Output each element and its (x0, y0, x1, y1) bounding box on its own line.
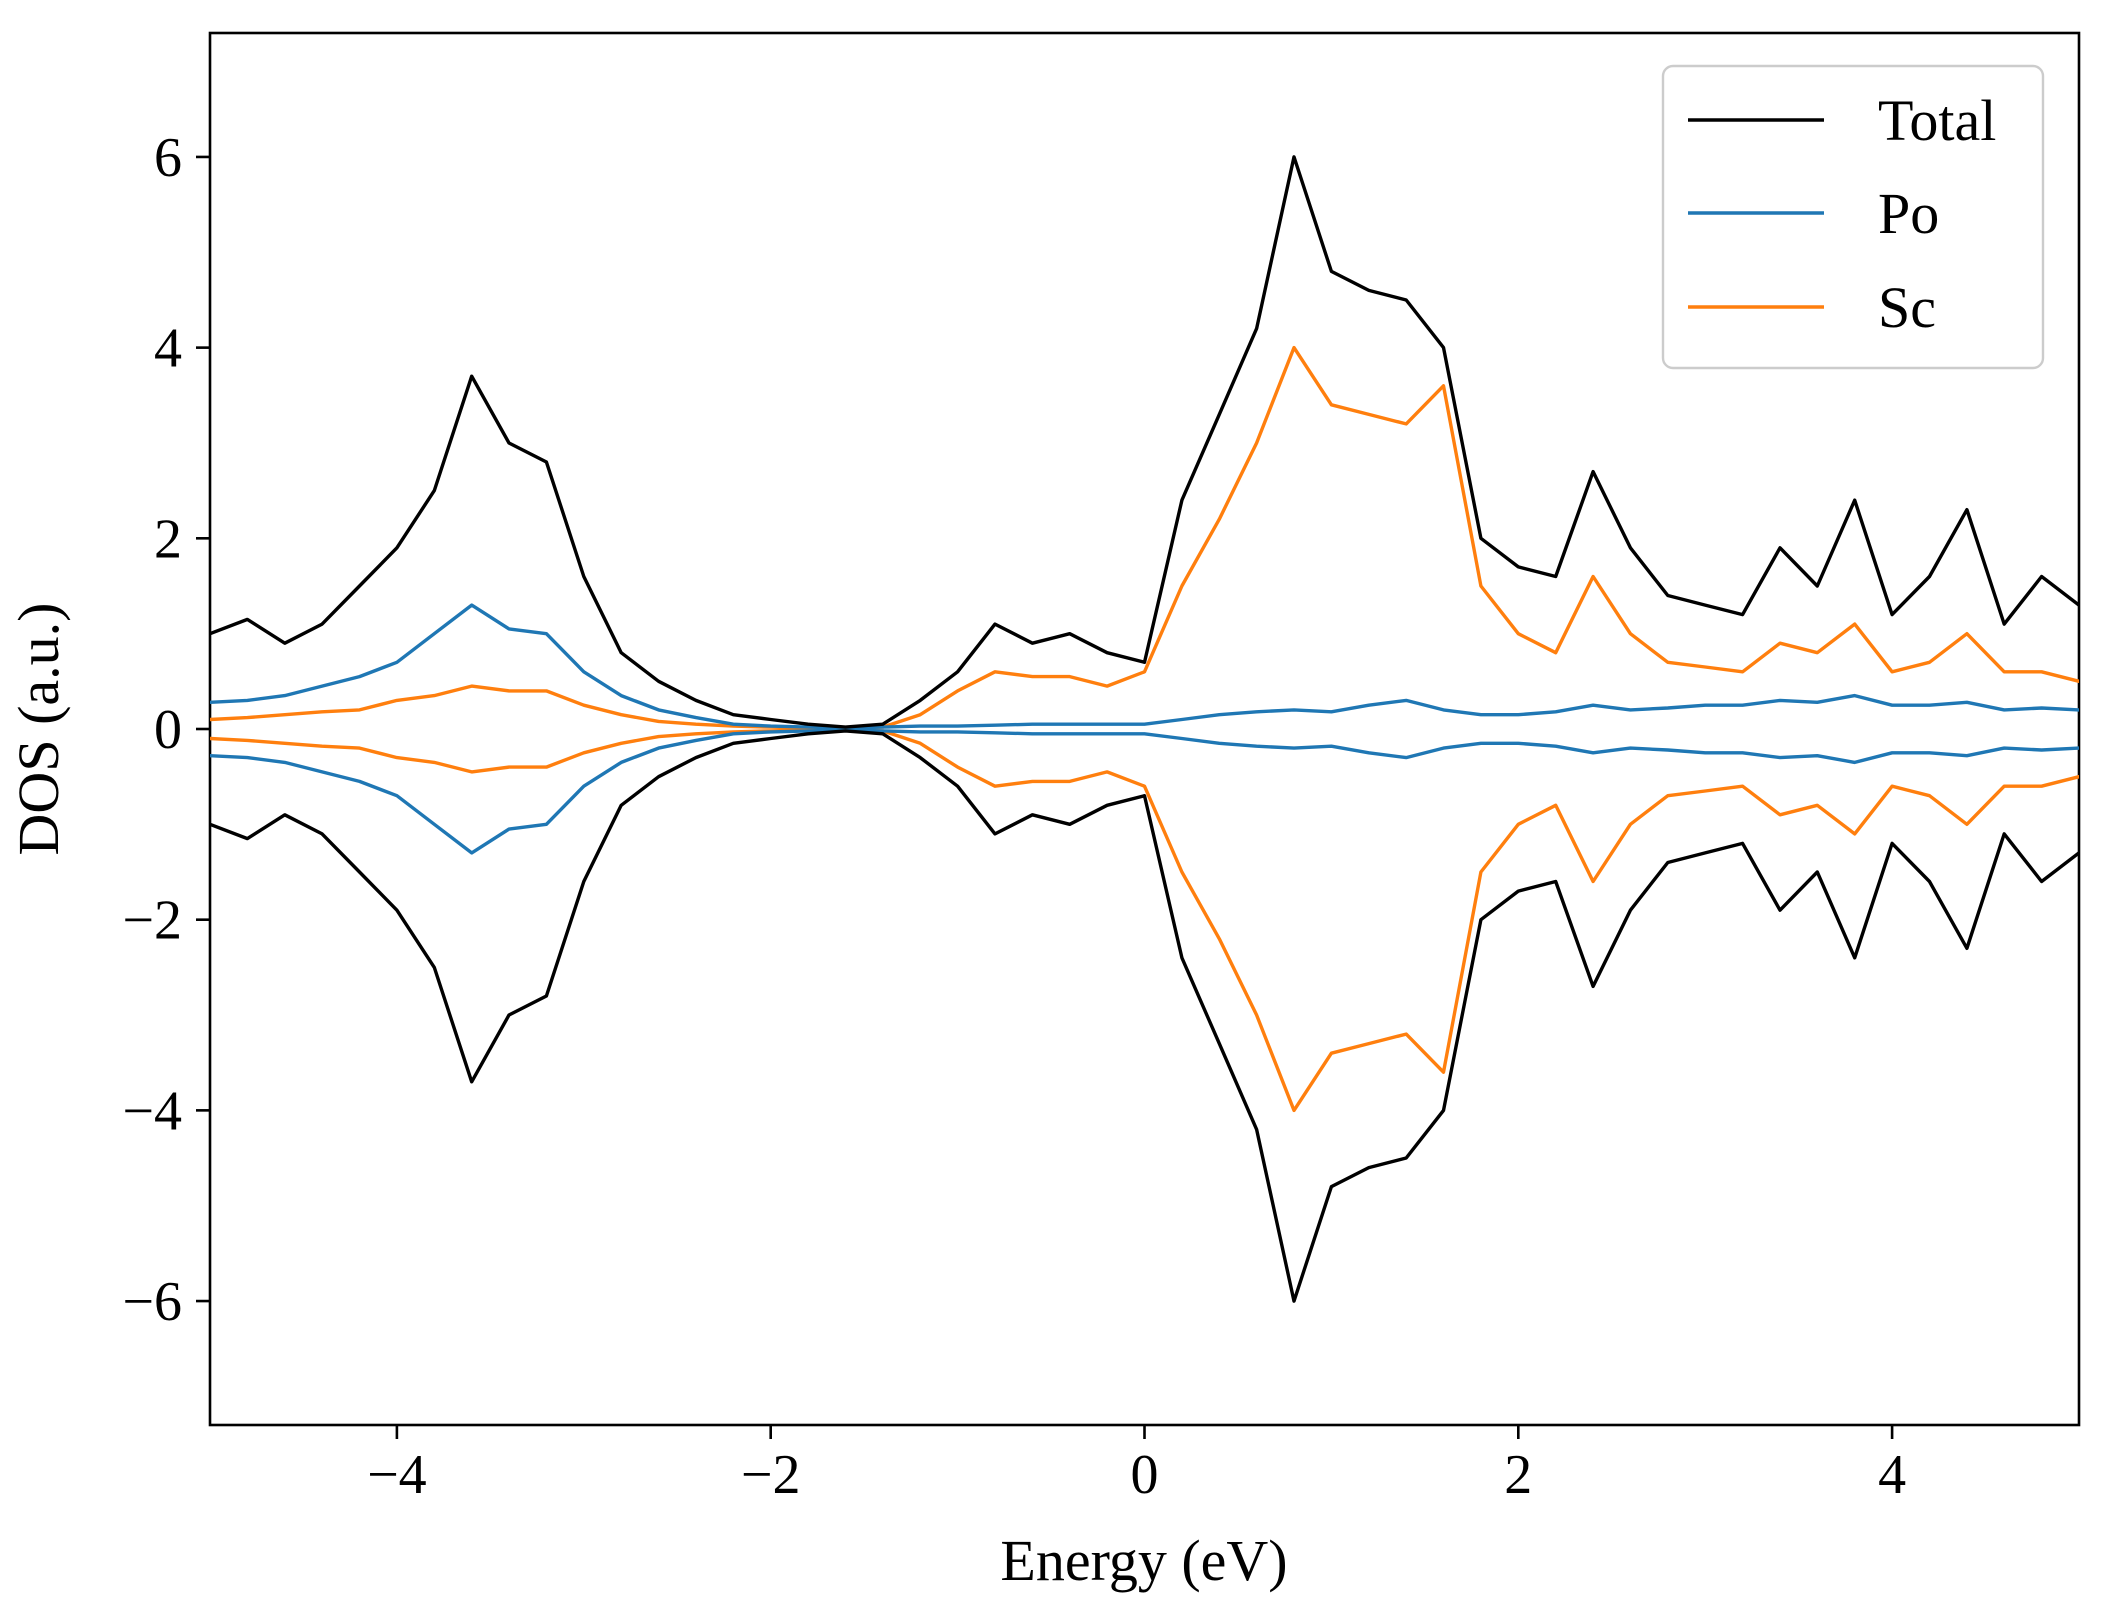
y-axis-title: DOS (a.u.) (6, 603, 71, 856)
y-tick-label: 0 (154, 699, 182, 761)
y-tick-label: 2 (154, 508, 182, 570)
y-tick-label: −6 (122, 1271, 182, 1333)
y-tick-label: 4 (154, 318, 182, 380)
series-line-total-down (210, 729, 2079, 1303)
x-axis-title: Energy (eV) (1000, 1528, 1287, 1593)
legend-label-sc: Sc (1878, 275, 1936, 340)
y-tick-label: −4 (122, 1080, 182, 1142)
series-line-sc-up (210, 345, 2079, 730)
series-line-sc-down (210, 728, 2079, 1113)
x-axis-ticks: −4 −2 0 2 4 (367, 1425, 1906, 1506)
series-line-total-up (210, 155, 2079, 729)
x-tick-label: 2 (1504, 1444, 1532, 1506)
x-tick-label: 0 (1131, 1444, 1159, 1506)
y-axis-ticks: −6 −4 −2 0 2 4 6 (122, 127, 210, 1333)
x-tick-label: −2 (741, 1444, 801, 1506)
series-line-po-down (210, 728, 2079, 855)
legend-box (1661, 64, 2045, 370)
y-tick-label: 6 (154, 127, 182, 189)
x-tick-label: 4 (1878, 1444, 1906, 1506)
legend: Total Po Sc (1661, 64, 2045, 370)
x-tick-label: −4 (367, 1444, 427, 1506)
series-group (210, 155, 2079, 1303)
legend-label-po: Po (1878, 181, 1939, 246)
series-line-po-up (210, 603, 2079, 730)
y-tick-label: −2 (122, 890, 182, 952)
legend-label-total: Total (1878, 88, 1996, 153)
